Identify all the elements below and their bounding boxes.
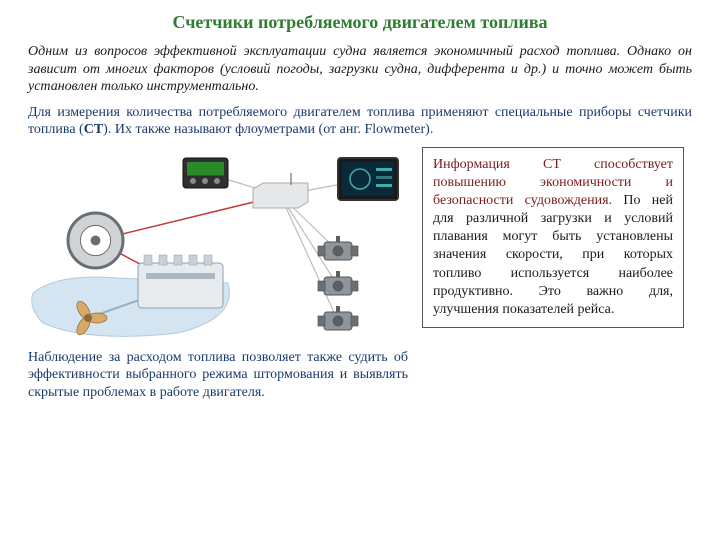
flowmeter-2-icon <box>318 271 358 295</box>
page-title: Счетчики потребляемого двигателем топлив… <box>28 12 692 33</box>
flowmeter-1-icon <box>318 236 358 260</box>
flowmeter-3-icon <box>318 306 358 330</box>
info-box: Информация СТ способствует повышению эко… <box>422 147 684 329</box>
intro-paragraph: Одним из вопросов эффективной эксплуатац… <box>28 43 692 96</box>
system-diagram <box>28 143 408 343</box>
info-box-rest: По ней для различной загрузки и условий … <box>433 193 673 317</box>
control-panel-icon <box>183 158 228 188</box>
flowmeter-abbr: СТ <box>84 122 103 137</box>
ring-sensor-icon <box>68 213 123 268</box>
display-monitor-icon <box>338 158 398 200</box>
hub-device-icon <box>253 173 308 208</box>
flowmeter-paragraph: Для измерения количества потребляемого д… <box>28 104 692 139</box>
engine-icon <box>138 255 223 308</box>
flowmeter-text-2: ). Их также называют флоуметрами (от анг… <box>103 122 433 137</box>
observation-paragraph: Наблюдение за расходом топлива позволяет… <box>28 349 408 402</box>
